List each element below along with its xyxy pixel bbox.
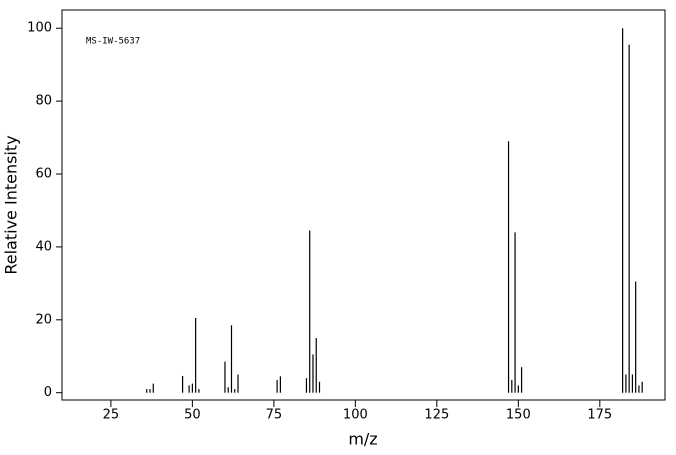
x-tick-label: 75 xyxy=(266,408,283,423)
x-axis-label: m/z xyxy=(348,430,377,449)
y-tick-label: 40 xyxy=(35,239,52,254)
x-tick-label: 125 xyxy=(424,408,449,423)
plot-frame xyxy=(61,9,666,401)
x-tick-label: 25 xyxy=(103,408,120,423)
annotation: MS-IW-5637 xyxy=(86,37,140,47)
y-axis-label: Relative Intensity xyxy=(2,135,21,274)
y-tick-label: 60 xyxy=(35,167,52,182)
x-tick-label: 175 xyxy=(587,408,612,423)
x-tick-label: 50 xyxy=(184,408,201,423)
y-tick-label: 0 xyxy=(44,385,52,400)
x-tick-label: 150 xyxy=(506,408,531,423)
y-tick-label: 20 xyxy=(35,312,52,327)
y-tick-label: 80 xyxy=(35,94,52,109)
y-tick-label: 100 xyxy=(27,21,52,36)
x-tick-label: 100 xyxy=(343,408,368,423)
